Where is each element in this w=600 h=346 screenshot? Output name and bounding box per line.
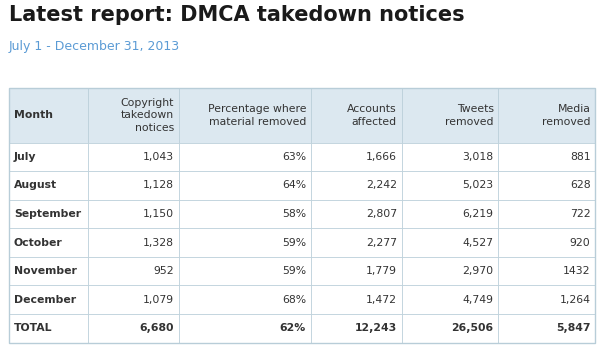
Text: 4,749: 4,749 [463, 295, 494, 305]
Text: 1,128: 1,128 [143, 180, 174, 190]
Text: July 1 - December 31, 2013: July 1 - December 31, 2013 [9, 40, 180, 53]
Text: 63%: 63% [282, 152, 306, 162]
Text: 58%: 58% [282, 209, 306, 219]
Text: 920: 920 [569, 238, 590, 247]
Text: Copyright
takedown
notices: Copyright takedown notices [121, 98, 174, 133]
Text: 6,219: 6,219 [463, 209, 494, 219]
Text: Tweets
removed: Tweets removed [445, 104, 494, 127]
Text: 881: 881 [570, 152, 590, 162]
Text: 26,506: 26,506 [452, 323, 494, 333]
Text: 6,680: 6,680 [140, 323, 174, 333]
Text: 2,807: 2,807 [366, 209, 397, 219]
Text: 1,079: 1,079 [143, 295, 174, 305]
Text: 1,328: 1,328 [143, 238, 174, 247]
Text: August: August [14, 180, 57, 190]
Text: 2,242: 2,242 [366, 180, 397, 190]
Text: 1432: 1432 [563, 266, 590, 276]
Text: 1,666: 1,666 [366, 152, 397, 162]
Text: 12,243: 12,243 [355, 323, 397, 333]
Text: November: November [14, 266, 77, 276]
Text: 59%: 59% [282, 238, 306, 247]
Text: July: July [14, 152, 36, 162]
Text: October: October [14, 238, 62, 247]
Text: 64%: 64% [282, 180, 306, 190]
Text: 1,150: 1,150 [143, 209, 174, 219]
Text: 4,527: 4,527 [463, 238, 494, 247]
Text: 3,018: 3,018 [463, 152, 494, 162]
Text: Latest report: DMCA takedown notices: Latest report: DMCA takedown notices [9, 5, 464, 25]
Text: 2,277: 2,277 [366, 238, 397, 247]
Text: December: December [14, 295, 76, 305]
Text: Percentage where
material removed: Percentage where material removed [208, 104, 306, 127]
Text: 2,970: 2,970 [463, 266, 494, 276]
Text: 1,472: 1,472 [366, 295, 397, 305]
Text: 722: 722 [570, 209, 590, 219]
Text: 5,847: 5,847 [556, 323, 590, 333]
Text: September: September [14, 209, 81, 219]
Text: 1,779: 1,779 [366, 266, 397, 276]
Text: TOTAL: TOTAL [14, 323, 52, 333]
Text: Accounts
affected: Accounts affected [347, 104, 397, 127]
Text: 1,264: 1,264 [559, 295, 590, 305]
Text: 5,023: 5,023 [463, 180, 494, 190]
Text: Month: Month [14, 110, 53, 120]
Text: 62%: 62% [280, 323, 306, 333]
Text: 68%: 68% [282, 295, 306, 305]
Text: 952: 952 [154, 266, 174, 276]
Text: 59%: 59% [282, 266, 306, 276]
Text: 628: 628 [570, 180, 590, 190]
Text: Media
removed: Media removed [542, 104, 590, 127]
Text: 1,043: 1,043 [143, 152, 174, 162]
